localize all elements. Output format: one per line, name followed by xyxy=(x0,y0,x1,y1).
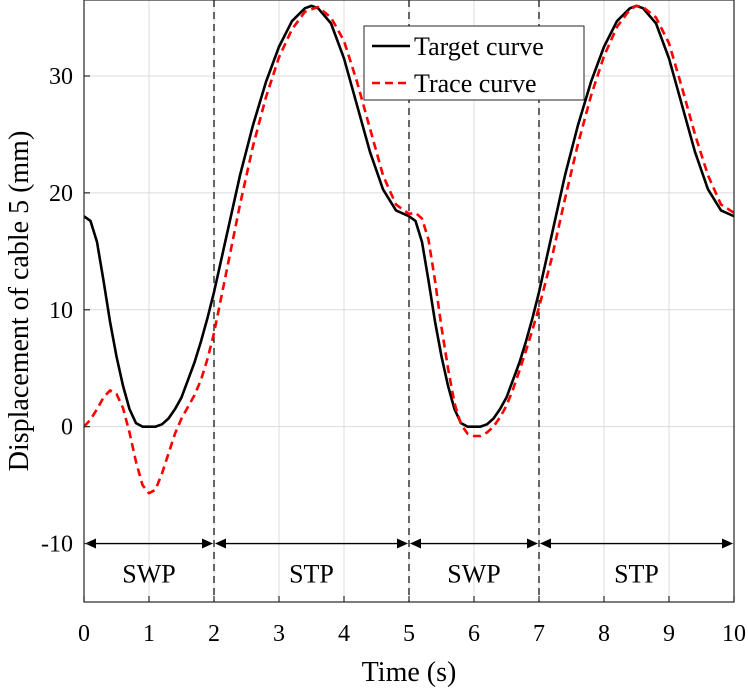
y-ticks: -10 0 10 20 30 xyxy=(41,64,90,558)
y-tick-label: 0 xyxy=(61,415,73,441)
x-tick-label: 3 xyxy=(273,621,285,647)
phase-arrowhead-left xyxy=(410,538,421,549)
phase-arrowhead-left xyxy=(540,538,551,549)
legend-label-trace: Trace curve xyxy=(414,69,536,98)
phase-arrowhead-left xyxy=(215,538,226,549)
legend: Target curve Trace curve xyxy=(363,25,585,101)
x-tick-label: 9 xyxy=(663,621,675,647)
x-tick-label: 6 xyxy=(468,621,480,647)
x-tick-label: 7 xyxy=(533,621,545,647)
series-layer xyxy=(84,4,734,495)
phase-annotations: SWP STP SWP STP xyxy=(85,538,733,589)
phase-arrowhead-right xyxy=(722,538,733,549)
phase-arrowhead-right xyxy=(202,538,213,549)
phase-arrowhead-right xyxy=(527,538,538,549)
x-tick-label: 4 xyxy=(338,621,350,647)
y-tick-label: 30 xyxy=(49,64,73,90)
legend-box xyxy=(363,25,585,101)
y-tick-label: 20 xyxy=(49,181,73,207)
x-tick-label: 8 xyxy=(598,621,610,647)
x-tick-label: 10 xyxy=(722,621,746,647)
x-tick-label: 5 xyxy=(403,621,415,647)
x-tick-label: 0 xyxy=(78,621,90,647)
phase-label: STP xyxy=(289,560,334,589)
y-axis-label: Displacement of cable 5 (mm) xyxy=(4,131,35,472)
y-tick-label: -10 xyxy=(41,532,73,558)
legend-label-target: Target curve xyxy=(414,32,544,61)
series-line-target xyxy=(84,4,734,428)
phase-label: SWP xyxy=(122,560,175,589)
x-tick-label: 1 xyxy=(143,621,155,647)
y-tick-label: 10 xyxy=(49,298,73,324)
series-line-trace xyxy=(84,4,734,495)
phase-label: STP xyxy=(614,560,659,589)
x-tick-label: 2 xyxy=(208,621,220,647)
phase-arrowhead-left xyxy=(85,538,96,549)
phase-arrowhead-right xyxy=(397,538,408,549)
x-ticks: 0 1 2 3 4 5 6 7 8 9 10 xyxy=(78,596,746,647)
phase-label: SWP xyxy=(447,560,500,589)
x-axis-label: Time (s) xyxy=(362,657,457,688)
